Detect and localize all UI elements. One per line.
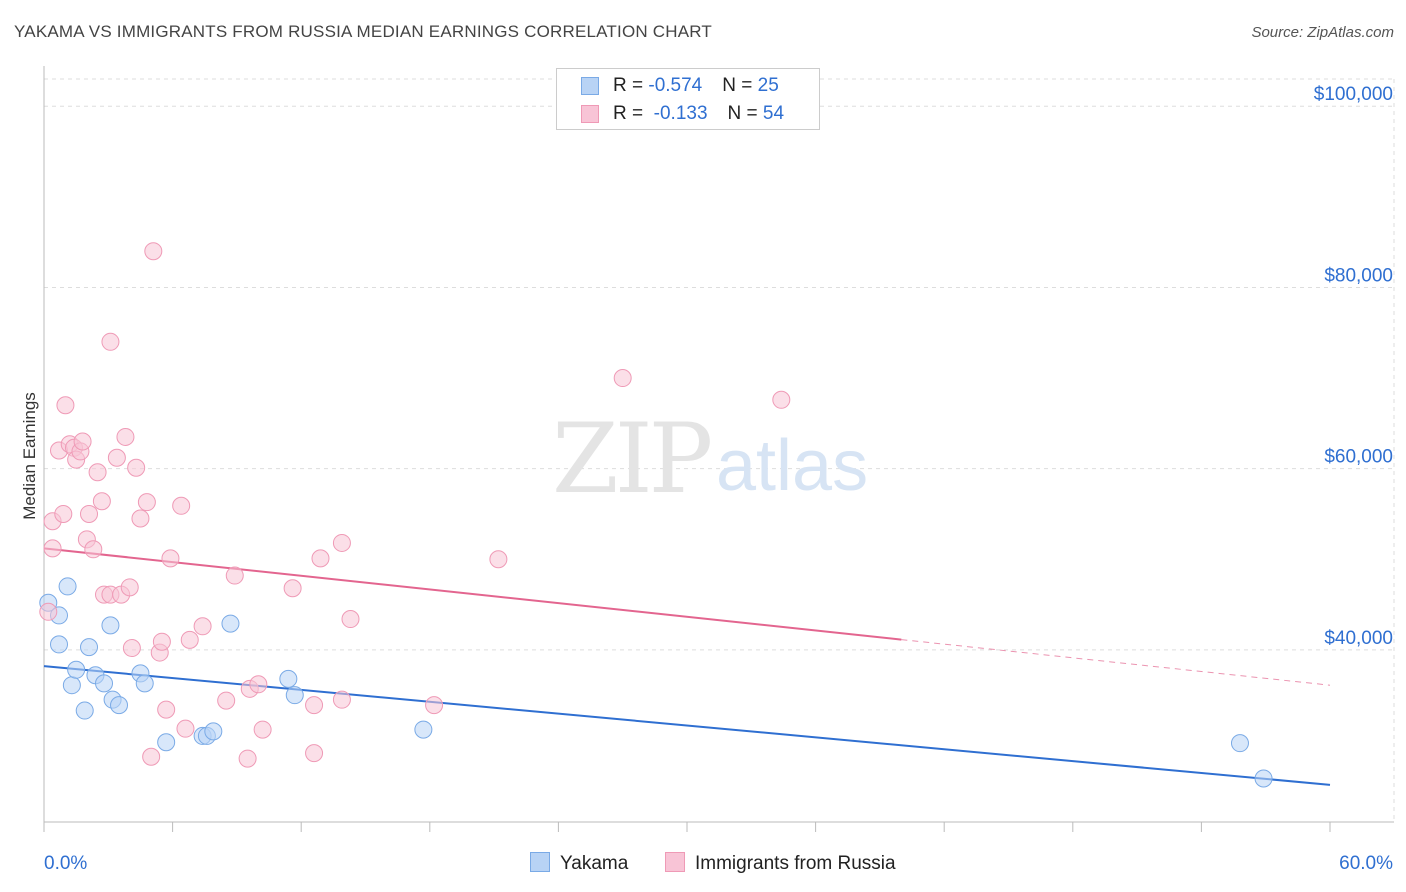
yakama-point [62,676,81,695]
russia-point [249,675,268,694]
russia-point [137,493,156,512]
yakama-point [95,674,114,693]
x-tick-label-max: 60.0% [1339,853,1393,874]
legend-label-yakama: Yakama [560,853,629,874]
russia-point [131,509,150,528]
x-tick-label-min: 0.0% [44,853,87,874]
russia-point [311,549,330,568]
russia-point [54,504,73,523]
legend-swatch-russia [665,852,685,872]
r-label: R = [613,103,649,124]
russia-point [180,630,199,649]
source-credit: Source: ZipAtlas.com [1251,24,1394,41]
russia-point [80,504,99,523]
yakama-point [67,660,86,679]
russia-point [332,533,351,552]
russia-point [425,696,444,715]
yakama-point [1254,769,1273,788]
yakama-point [414,720,433,739]
russia-point [107,448,126,467]
russia-point [161,549,180,568]
russia-point [142,747,161,766]
r-value: -0.574 [648,75,703,96]
russia-point [283,579,302,598]
y-tick-label: $40,000 [1324,628,1393,649]
r-value: -0.133 [648,103,708,124]
y-tick-label: $100,000 [1314,84,1393,105]
russia-point [217,691,236,710]
yakama-trend-line [43,665,1331,786]
russia-point [127,458,146,477]
russia-point [122,639,141,658]
yakama-point [135,674,154,693]
russia-trend-line [43,547,902,641]
russia-point [613,369,632,388]
data-points [39,242,1273,788]
yakama-point [101,616,120,635]
y-tick-label: $60,000 [1324,447,1393,468]
yakama-point [279,669,298,688]
russia-point [88,463,107,482]
russia-point [56,396,75,415]
russia-point [772,390,791,409]
russia-point [305,744,324,763]
yakama-point [58,577,77,596]
chart-title: YAKAMA VS IMMIGRANTS FROM RUSSIA MEDIAN … [14,22,713,41]
r-label: R = [613,75,649,96]
russia-swatch [581,105,599,123]
legend-label-russia: Immigrants from Russia [695,853,896,874]
legend-item-yakama: Yakama [530,852,628,876]
russia-point [305,696,324,715]
russia-point [120,578,139,597]
russia-point [489,550,508,569]
n-label: N = [722,75,758,96]
yakama-swatch [581,77,599,95]
russia-point [225,566,244,585]
n-value: 54 [762,103,785,124]
russia-point [193,617,212,636]
y-tick-label: $80,000 [1324,265,1393,286]
yakama-point [110,696,129,715]
yakama-point [157,733,176,752]
yakama-point [80,638,99,657]
russia-point [176,719,195,738]
russia-point [332,690,351,709]
russia-point [172,496,191,515]
russia-point [39,602,58,621]
yakama-point [50,635,69,654]
n-value: 25 [757,75,779,96]
watermark: ZIP atlas [552,403,868,515]
tick-labels: $40,000 $60,000 $80,000 $100,000 0.0% 60.0% [44,84,1393,874]
correlation-box: R = -0.574 N = 25 R = -0.133 N = 54 [556,68,820,130]
russia-point [43,539,62,558]
yakama-point [204,722,223,741]
yakama-point [75,701,94,720]
russia-point [84,540,103,559]
watermark-atlas: atlas [716,426,868,506]
russia-point [144,242,163,261]
russia-point [152,632,171,651]
russia-point [341,610,360,629]
russia-point [101,332,120,351]
yakama-point [285,686,304,705]
russia-trend-line-extension [901,639,1331,686]
n-label: N = [727,103,763,124]
russia-point [116,427,135,446]
russia-point [157,700,176,719]
axes [43,66,1394,832]
yakama-point [1230,734,1249,753]
watermark-zip: ZIP [552,403,711,515]
legend-swatch-yakama [530,852,550,872]
russia-point [92,492,111,511]
y-axis-label: Median Earnings [20,392,39,520]
russia-point [73,432,92,451]
russia-point [238,749,257,768]
russia-point [253,720,272,739]
yakama-point [221,614,240,633]
legend-item-russia: Immigrants from Russia [665,852,896,876]
